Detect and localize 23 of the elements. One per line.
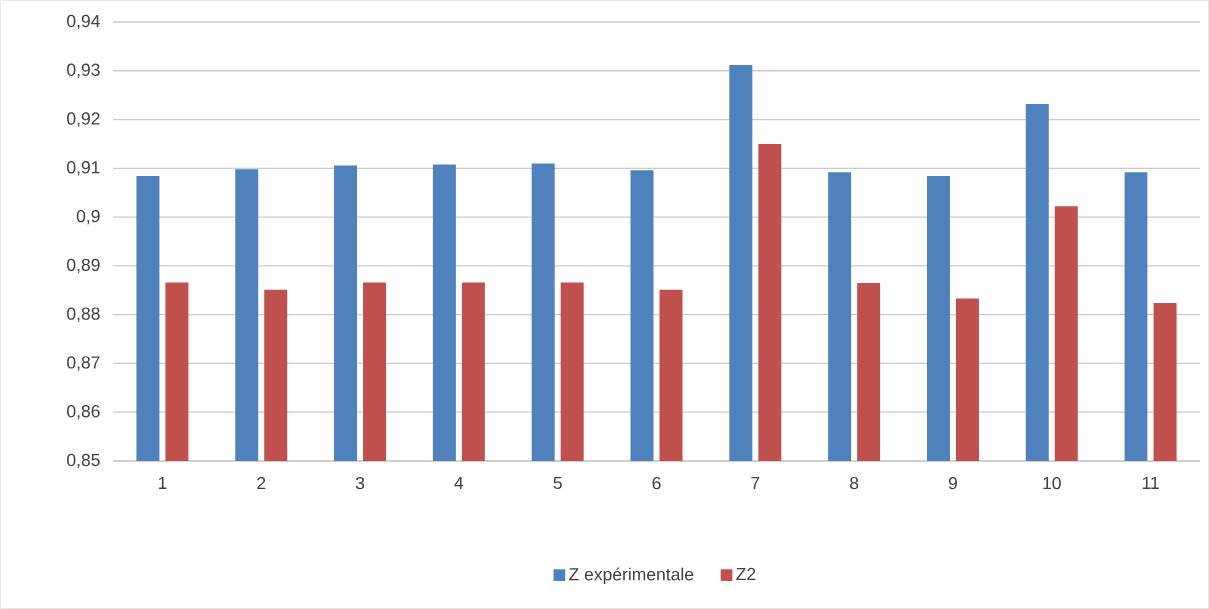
- x-tick-label: 2: [257, 476, 266, 490]
- y-tick-label: 0,91: [67, 161, 100, 176]
- x-tick-label: 11: [1142, 476, 1159, 489]
- legend-label: Z2: [736, 567, 756, 580]
- legend-label: Z expérimentale: [569, 567, 694, 584]
- x-tick-label: 4: [454, 476, 464, 489]
- y-tick-label: 0,86: [67, 404, 100, 420]
- y-tick-label: 0,92: [67, 112, 100, 127]
- x-tick-label: 5: [553, 476, 562, 490]
- x-tick-label: 9: [948, 476, 957, 490]
- x-tick-label: 10: [1043, 476, 1061, 490]
- y-tick-label: 0,87: [67, 356, 100, 371]
- y-tick-label: 0,94: [67, 14, 100, 30]
- y-tick-label: 0,89: [67, 258, 100, 274]
- x-tick-label: 8: [850, 476, 859, 490]
- x-tick-label: 7: [751, 476, 760, 489]
- x-tick-label: 1: [158, 476, 167, 489]
- y-tick-label: 0,85: [67, 453, 100, 469]
- y-tick-label: 0,88: [67, 307, 100, 322]
- y-tick-label: 0,93: [67, 63, 100, 79]
- x-tick-label: 6: [652, 476, 661, 490]
- y-tick-label: 0,9: [76, 209, 100, 225]
- x-tick-label: 3: [355, 476, 365, 490]
